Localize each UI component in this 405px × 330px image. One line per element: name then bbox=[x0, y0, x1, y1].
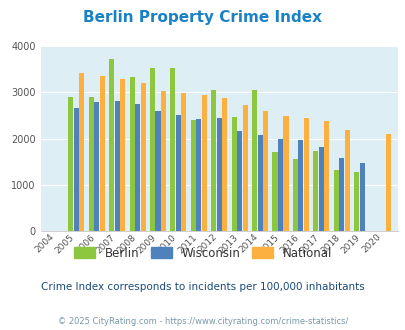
Bar bbox=[160, 90, 166, 231]
Bar bbox=[120, 80, 125, 231]
Bar bbox=[292, 159, 297, 231]
Bar bbox=[68, 97, 73, 231]
Bar bbox=[257, 135, 262, 231]
Bar bbox=[231, 117, 236, 231]
Bar bbox=[175, 115, 181, 231]
Bar bbox=[298, 141, 303, 231]
Text: Berlin Property Crime Index: Berlin Property Crime Index bbox=[83, 10, 322, 25]
Bar bbox=[155, 111, 160, 231]
Bar bbox=[196, 119, 201, 231]
Bar bbox=[181, 93, 186, 231]
Bar bbox=[344, 130, 349, 231]
Bar bbox=[94, 102, 99, 231]
Bar bbox=[190, 120, 195, 231]
Bar bbox=[272, 151, 277, 231]
Bar bbox=[216, 118, 221, 231]
Bar bbox=[333, 170, 338, 231]
Bar bbox=[359, 163, 364, 231]
Text: © 2025 CityRating.com - https://www.cityrating.com/crime-statistics/: © 2025 CityRating.com - https://www.city… bbox=[58, 317, 347, 326]
Bar bbox=[88, 97, 94, 231]
Bar bbox=[318, 148, 323, 231]
Bar bbox=[201, 95, 207, 231]
Bar bbox=[313, 150, 318, 231]
Bar bbox=[237, 131, 242, 231]
Bar bbox=[211, 90, 216, 231]
Bar bbox=[324, 121, 328, 231]
Bar bbox=[129, 77, 134, 231]
Bar bbox=[277, 139, 282, 231]
Bar bbox=[140, 83, 145, 231]
Bar bbox=[303, 118, 308, 231]
Bar bbox=[135, 104, 140, 231]
Bar bbox=[262, 111, 267, 231]
Bar bbox=[149, 68, 155, 231]
Bar bbox=[109, 59, 114, 231]
Bar bbox=[114, 101, 119, 231]
Text: Crime Index corresponds to incidents per 100,000 inhabitants: Crime Index corresponds to incidents per… bbox=[41, 282, 364, 292]
Bar bbox=[338, 158, 343, 231]
Bar bbox=[74, 108, 79, 231]
Bar bbox=[385, 134, 390, 231]
Legend: Berlin, Wisconsin, National: Berlin, Wisconsin, National bbox=[69, 242, 336, 264]
Bar bbox=[283, 116, 288, 231]
Bar bbox=[170, 68, 175, 231]
Bar bbox=[353, 172, 358, 231]
Bar bbox=[100, 76, 104, 231]
Bar bbox=[79, 73, 84, 231]
Bar bbox=[252, 90, 256, 231]
Bar bbox=[242, 105, 247, 231]
Bar bbox=[222, 98, 227, 231]
